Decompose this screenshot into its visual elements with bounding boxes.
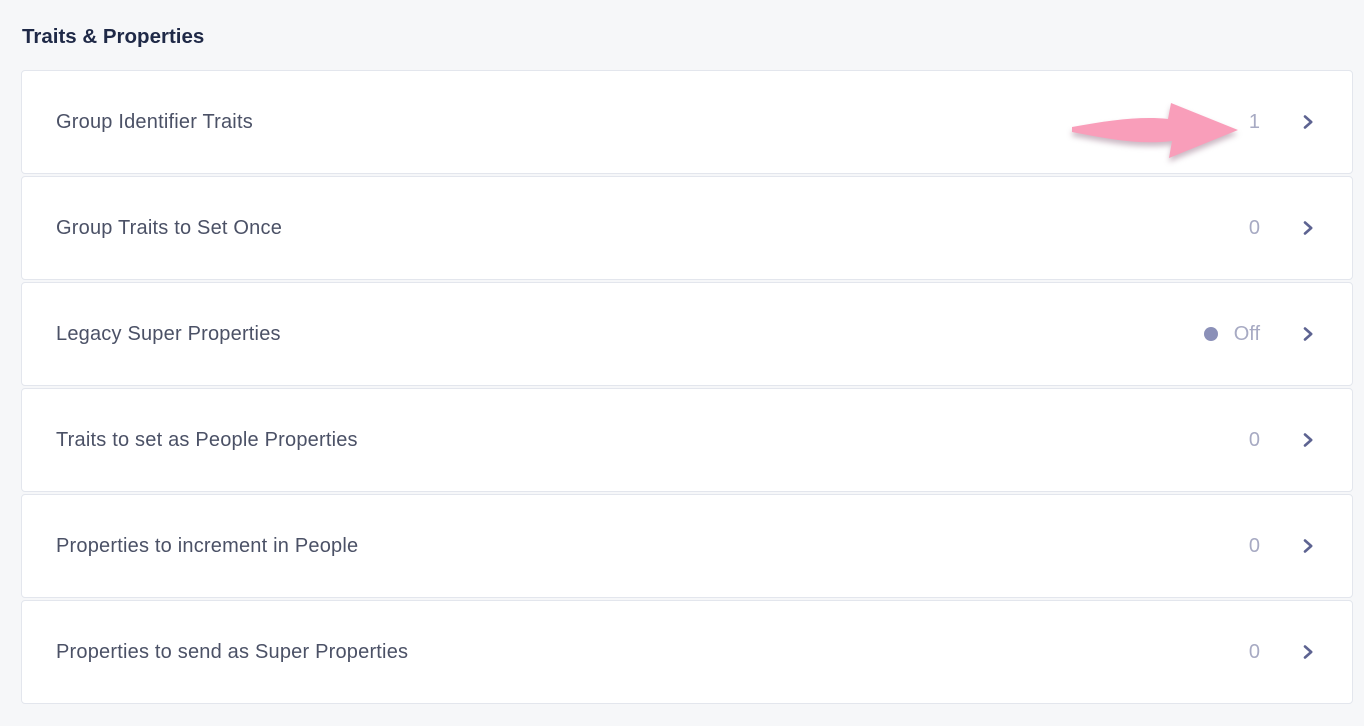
list-item-label: Group Identifier Traits — [56, 110, 253, 133]
chevron-right-icon[interactable] — [1300, 114, 1316, 130]
chevron-right-icon[interactable] — [1300, 432, 1316, 448]
list-item[interactable]: Group Identifier Traits 1 — [21, 70, 1353, 174]
list-item[interactable]: Legacy Super Properties Off — [21, 282, 1353, 386]
list-item[interactable]: Properties to send as Super Properties 0 — [21, 600, 1353, 704]
list-item[interactable]: Properties to increment in People 0 — [21, 494, 1353, 598]
traits-properties-list: Group Identifier Traits 1 Group Traits t… — [21, 70, 1353, 704]
chevron-right-icon[interactable] — [1300, 326, 1316, 342]
chevron-right-icon[interactable] — [1300, 644, 1316, 660]
list-item[interactable]: Group Traits to Set Once 0 — [21, 176, 1353, 280]
section-title: Traits & Properties — [22, 25, 205, 48]
list-item-value: 0 — [1248, 428, 1260, 451]
chevron-right-icon[interactable] — [1300, 220, 1316, 236]
list-item-value: 0 — [1248, 216, 1260, 239]
list-item-label: Legacy Super Properties — [56, 322, 281, 345]
list-item-value: 1 — [1248, 110, 1260, 133]
list-item-label: Properties to send as Super Properties — [56, 640, 409, 663]
status-dot-icon — [1203, 327, 1218, 341]
list-item-label: Properties to increment in People — [56, 534, 359, 557]
list-item-value: 0 — [1248, 534, 1260, 557]
list-item-label: Group Traits to Set Once — [56, 216, 283, 239]
list-item-value: 0 — [1248, 640, 1260, 663]
settings-panel: Traits & Properties Group Identifier Tra… — [21, 25, 1353, 704]
list-item[interactable]: Traits to set as People Properties 0 — [21, 388, 1353, 492]
list-item-value: Off — [1233, 322, 1260, 345]
chevron-right-icon[interactable] — [1300, 538, 1316, 554]
list-item-label: Traits to set as People Properties — [56, 428, 358, 451]
